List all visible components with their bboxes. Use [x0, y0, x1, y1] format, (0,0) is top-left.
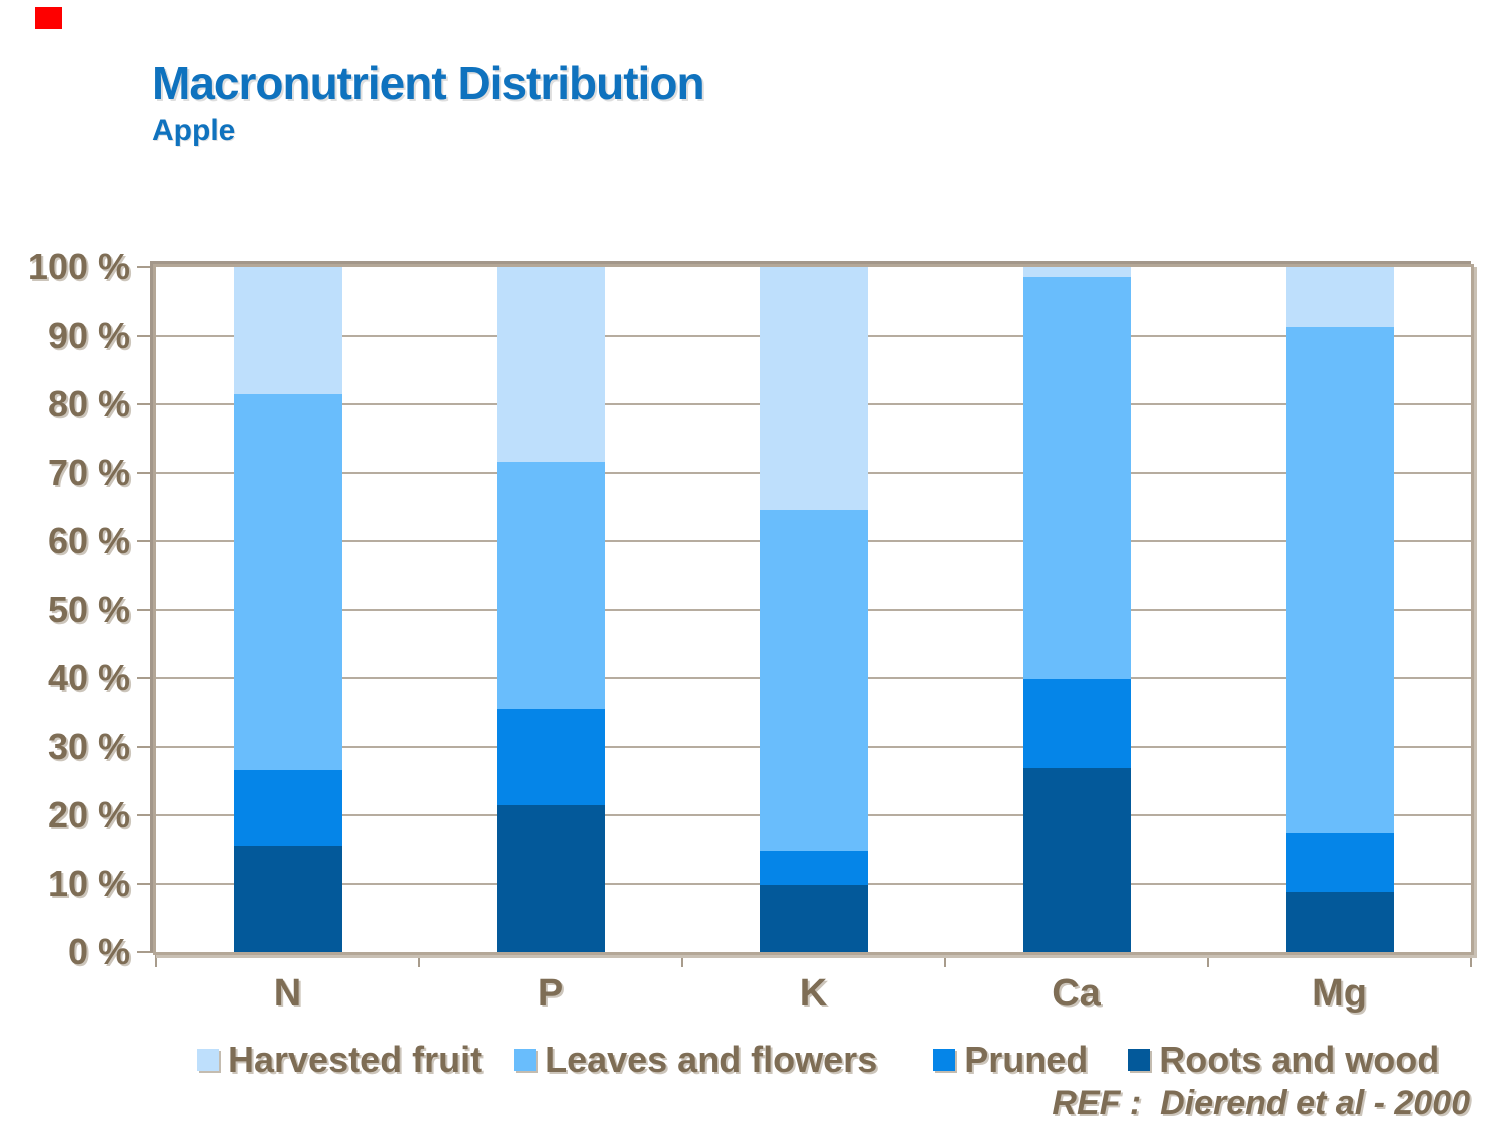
- header: Macronutrient Distribution Apple: [152, 56, 705, 148]
- segment-pruned-mg: [1285, 832, 1394, 892]
- bar-p: [419, 267, 682, 952]
- x-axis-ticks: [155, 953, 1472, 968]
- y-axis-label-40: 40 %: [47, 657, 130, 698]
- y-axis-tick: [137, 540, 156, 542]
- y-axis-labels: 100 % 90 % 80 % 70 % 60 % 50 % 40 % 30 % 20 % 10 …: [0, 247, 130, 972]
- segment-harvested-fruit-n: [233, 267, 342, 394]
- x-axis-tick: [418, 953, 420, 967]
- bar-stack-n: [233, 267, 342, 952]
- y-axis-label-50: 50 %: [47, 588, 130, 630]
- legend-item-pruned: Pruned: [933, 1039, 1088, 1081]
- bar-stack-ca: [1022, 267, 1131, 952]
- x-axis-label-ca: Ca: [1052, 972, 1101, 1014]
- segment-roots-and-wood-mg: [1285, 891, 1394, 952]
- segment-pruned-ca: [1022, 679, 1131, 768]
- legend-swatch-leaves-and-flowers: [514, 1049, 537, 1071]
- x-axis-label-mg: Mg: [1312, 972, 1367, 1014]
- x-axis-tick: [944, 953, 946, 967]
- segment-leaves-and-flowers-n: [233, 393, 342, 771]
- y-axis-tick: [137, 882, 156, 885]
- bar-stack-mg: [1285, 267, 1394, 952]
- segment-roots-and-wood-k: [759, 884, 868, 952]
- segment-harvested-fruit-mg: [1285, 267, 1394, 328]
- bar-stack-p: [496, 267, 605, 952]
- legend-label-leaves-and-flowers: Leaves and flowers: [545, 1039, 878, 1080]
- segment-harvested-fruit-k: [759, 267, 868, 511]
- y-axis-tick: [137, 814, 156, 816]
- legend-item-leaves-and-flowers: Leaves and flowers: [514, 1039, 877, 1081]
- y-axis-tick: [137, 266, 156, 268]
- y-axis-label-100: 100 %: [27, 246, 130, 287]
- legend-item-roots-and-wood: Roots and wood: [1128, 1039, 1439, 1081]
- x-axis-labels: N P K Ca Mg: [156, 972, 1471, 1022]
- y-axis-label-30: 30 %: [47, 725, 130, 767]
- y-axis-label-0: 0 %: [67, 931, 130, 972]
- x-axis-tick: [1470, 953, 1472, 967]
- y-axis-tick: [137, 677, 156, 679]
- segment-pruned-n: [233, 770, 342, 846]
- bar-n: [156, 267, 419, 952]
- y-axis-label-20: 20 %: [47, 794, 130, 835]
- x-axis-tick: [155, 953, 157, 967]
- red-marker: [35, 7, 62, 29]
- y-axis-label-80: 80 %: [47, 383, 130, 424]
- legend: Harvested fruit Leaves and flowers Pruned R…: [197, 1038, 1439, 1082]
- bar-mg: [1208, 267, 1471, 952]
- y-axis-tick: [137, 403, 156, 405]
- y-axis-ticks: [137, 266, 156, 953]
- segment-roots-and-wood-p: [496, 804, 605, 952]
- x-axis-tick: [1207, 953, 1209, 967]
- segment-harvested-fruit-ca: [1022, 267, 1131, 277]
- bar-k: [682, 267, 945, 952]
- reference-text: REF : Dierend et al - 2000: [1052, 1084, 1470, 1122]
- legend-item-harvested-fruit: Harvested fruit: [197, 1039, 482, 1081]
- x-axis-label-p: P: [537, 972, 564, 1014]
- segment-leaves-and-flowers-ca: [1022, 276, 1131, 680]
- x-axis-tick: [681, 953, 683, 967]
- segment-leaves-and-flowers-mg: [1285, 327, 1394, 833]
- legend-swatch-harvested-fruit: [197, 1049, 219, 1071]
- y-axis-tick: [137, 608, 156, 611]
- y-axis-label-60: 60 %: [47, 520, 130, 561]
- legend-swatch-pruned: [933, 1049, 956, 1071]
- plot-area: [153, 264, 1474, 955]
- legend-label-harvested-fruit: Harvested fruit: [228, 1039, 483, 1080]
- legend-label-roots-and-wood: Roots and wood: [1159, 1039, 1440, 1080]
- bar-stack-k: [759, 267, 868, 952]
- y-axis-label-10: 10 %: [47, 862, 130, 904]
- legend-swatch-roots-and-wood: [1128, 1049, 1151, 1071]
- y-axis-label-70: 70 %: [47, 451, 130, 493]
- bar-ca: [945, 267, 1208, 952]
- legend-label-pruned: Pruned: [964, 1039, 1089, 1080]
- y-axis-tick: [137, 471, 156, 474]
- segment-pruned-k: [759, 850, 868, 885]
- y-axis-tick: [137, 951, 156, 953]
- segment-leaves-and-flowers-p: [496, 462, 605, 709]
- y-axis-tick: [137, 745, 156, 748]
- segment-roots-and-wood-n: [233, 845, 342, 952]
- segment-pruned-p: [496, 708, 605, 805]
- segment-roots-and-wood-ca: [1022, 767, 1131, 952]
- y-axis-tick: [137, 334, 156, 337]
- x-axis-label-k: K: [799, 972, 828, 1014]
- page-title: Macronutrient Distribution: [152, 57, 705, 109]
- y-axis-label-90: 90 %: [47, 314, 130, 356]
- segment-leaves-and-flowers-k: [759, 510, 868, 851]
- segment-harvested-fruit-p: [496, 267, 605, 463]
- page-subtitle: Apple: [152, 114, 236, 147]
- x-axis-label-n: N: [273, 972, 302, 1014]
